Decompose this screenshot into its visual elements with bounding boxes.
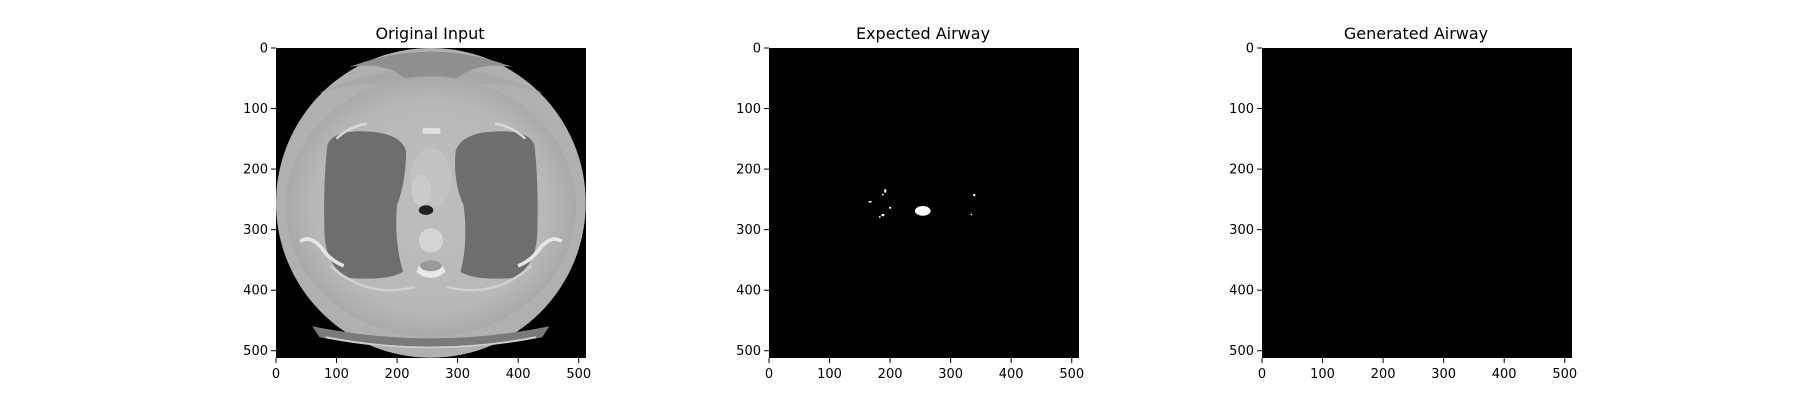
image-axes <box>1262 48 1572 358</box>
y-tick-label: 200 <box>243 163 268 178</box>
x-tick-label: 300 <box>445 367 470 382</box>
airway-mask-blob <box>881 193 884 196</box>
y-tick-label: 400 <box>243 284 268 299</box>
x-tick-label: 400 <box>506 367 531 382</box>
airway-mask-blob <box>888 206 892 209</box>
y-tick-label: 500 <box>243 344 268 359</box>
mask-regions <box>868 189 976 218</box>
x-tick-label: 200 <box>385 367 410 382</box>
airway-mask-blob <box>970 213 973 216</box>
panel-title: Generated Airway <box>1344 24 1488 43</box>
x-tick-label: 0 <box>272 367 280 382</box>
x-tick-label: 400 <box>1492 367 1517 382</box>
airway-mask-blob <box>868 200 872 203</box>
x-tick-label: 400 <box>999 367 1024 382</box>
x-tick-label: 500 <box>1552 367 1577 382</box>
panel-generated-airway: Generated Airway 0 100 200 300 400 500 0 100 200… <box>1229 24 1577 382</box>
axis-ticks: 0 100 200 300 400 500 0 100 200 300 400 500 <box>736 42 1084 383</box>
y-tick-label: 500 <box>1229 344 1254 359</box>
y-tick-label: 300 <box>243 223 268 238</box>
y-tick-label: 400 <box>736 284 761 299</box>
axis-ticks: 0 100 200 300 400 500 0 100 200 300 400 500 <box>1229 42 1577 383</box>
x-tick-label: 300 <box>1431 367 1456 382</box>
x-tick-label: 100 <box>324 367 349 382</box>
panel-original-input: Original Input <box>243 24 591 382</box>
y-tick-label: 100 <box>1229 102 1254 117</box>
y-tick-label: 100 <box>243 102 268 117</box>
y-tick-label: 0 <box>753 42 761 57</box>
image-axes <box>769 48 1079 358</box>
panel-title: Expected Airway <box>856 24 990 43</box>
y-tick-label: 400 <box>1229 284 1254 299</box>
x-tick-label: 500 <box>1059 367 1084 382</box>
panel-title: Original Input <box>375 24 484 43</box>
x-tick-label: 0 <box>765 367 773 382</box>
x-tick-label: 200 <box>1371 367 1396 382</box>
x-tick-label: 300 <box>938 367 963 382</box>
y-tick-label: 0 <box>260 42 268 57</box>
x-tick-label: 0 <box>1258 367 1266 382</box>
airway-mask-blob <box>914 206 931 216</box>
airway-mask-blob <box>878 216 881 218</box>
x-tick-label: 500 <box>566 367 591 382</box>
y-tick-label: 200 <box>1229 163 1254 178</box>
y-tick-label: 100 <box>736 102 761 117</box>
y-tick-label: 200 <box>736 163 761 178</box>
y-tick-label: 0 <box>1246 42 1254 57</box>
airway-mask-blob <box>973 193 976 197</box>
ct-image <box>276 48 586 358</box>
y-tick-label: 300 <box>736 223 761 238</box>
y-tick-label: 500 <box>736 344 761 359</box>
y-tick-label: 300 <box>1229 223 1254 238</box>
panel-expected-airway: Expected Airway 0 100 200 300 400 500 0 100 200 3… <box>736 24 1084 382</box>
x-tick-label: 100 <box>817 367 842 382</box>
airway-mask-blob <box>881 213 885 217</box>
x-tick-label: 100 <box>1310 367 1335 382</box>
airway-mask-blob <box>884 189 887 193</box>
x-tick-label: 200 <box>878 367 903 382</box>
axis-ticks: 0 100 200 300 400 500 0 100 200 300 400 500 <box>243 42 591 383</box>
